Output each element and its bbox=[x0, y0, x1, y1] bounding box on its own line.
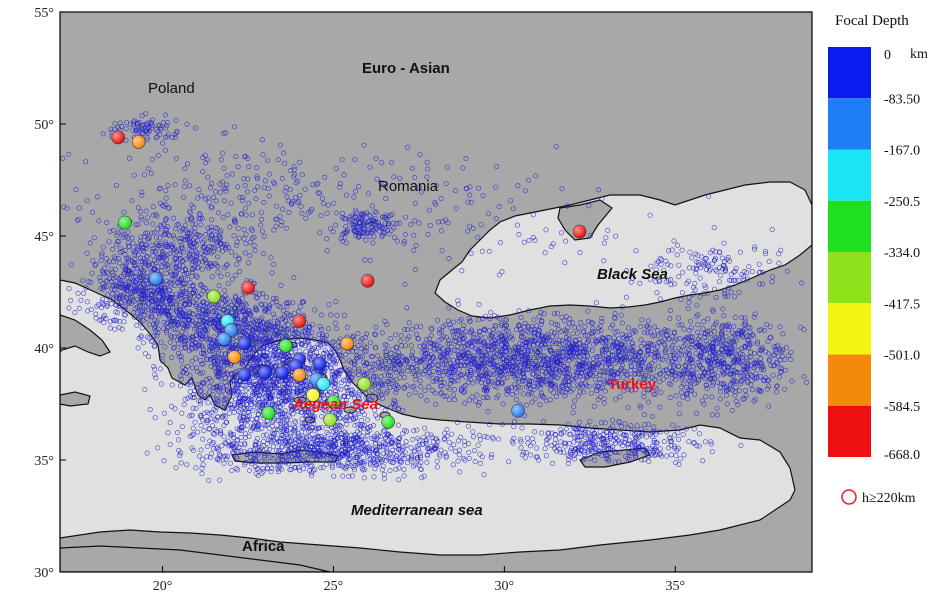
legend-tick-label: -83.50 bbox=[884, 92, 920, 107]
legend-tick-label: 0 bbox=[884, 48, 891, 63]
label-romania: Romania bbox=[378, 178, 439, 195]
deep-event-highlight bbox=[357, 377, 371, 391]
legend-color-block bbox=[828, 47, 871, 99]
deep-event-highlight bbox=[326, 395, 340, 409]
italy-land bbox=[60, 314, 111, 357]
legend-tick-label: -501.0 bbox=[884, 349, 920, 364]
deep-event-highlight bbox=[573, 225, 587, 239]
legend-unit: km bbox=[910, 47, 928, 62]
legend-color-block bbox=[828, 354, 871, 406]
deep-event-highlight bbox=[118, 216, 132, 230]
sicily-land bbox=[60, 391, 91, 407]
y-axis: 30° 35° 40° 45° 50° 55° bbox=[34, 6, 66, 581]
deep-event-highlight bbox=[258, 366, 272, 380]
background-events bbox=[60, 111, 810, 484]
crimea-land bbox=[557, 199, 613, 241]
depth-legend: Focal Depth 0 -83.50 -167.0 -250.5 -334.0 -41… bbox=[828, 13, 928, 506]
deep-event-highlight bbox=[262, 406, 276, 420]
legend-color-block bbox=[828, 303, 871, 355]
x-tick-label: 20° bbox=[153, 579, 173, 594]
deep-event-highlight bbox=[323, 413, 337, 427]
deep-event-highlight bbox=[279, 339, 293, 353]
x-axis: 20° 25° 30° 35° bbox=[153, 566, 685, 594]
plot-frame bbox=[59, 11, 813, 573]
legend-tick-label: -167.0 bbox=[884, 144, 920, 159]
deep-event-highlight bbox=[511, 404, 525, 418]
deep-event-highlight bbox=[207, 289, 221, 303]
deep-event-highlight bbox=[238, 368, 252, 382]
legend-tick-label: -584.5 bbox=[884, 400, 920, 415]
label-africa: Africa bbox=[242, 538, 285, 555]
deep-event-highlight bbox=[313, 357, 327, 371]
legend-tick-label: -250.5 bbox=[884, 195, 920, 210]
y-tick-label: 35° bbox=[34, 454, 54, 469]
mediterranean-sea bbox=[60, 279, 796, 556]
label-turkey: Turkey bbox=[608, 376, 657, 393]
label-mediterranean: Mediterranean sea bbox=[351, 502, 483, 519]
y-tick-label: 45° bbox=[34, 230, 54, 245]
deep-event-highlight bbox=[111, 130, 125, 144]
y-tick-label: 30° bbox=[34, 566, 54, 581]
legend-color-block bbox=[828, 149, 871, 201]
deep-event-highlight bbox=[227, 350, 241, 364]
label-euro-asian: Euro - Asian bbox=[362, 60, 450, 77]
legend-tick-label: -334.0 bbox=[884, 246, 920, 261]
legend-color-bar: 0 -83.50 -167.0 -250.5 -334.0 -417.5 -501.0 -58… bbox=[828, 47, 920, 463]
legend-tick-label: -668.0 bbox=[884, 448, 920, 463]
deep-event-highlight bbox=[361, 274, 375, 288]
legend-tick-label: -417.5 bbox=[884, 297, 920, 312]
map-plot-area: Euro - Asian Poland Romania Black Sea Tu… bbox=[60, 12, 812, 572]
y-tick-label: 50° bbox=[34, 118, 54, 133]
legend-marker-label: h≥220km bbox=[862, 491, 916, 506]
legend-color-block bbox=[828, 200, 871, 252]
black-sea bbox=[434, 181, 812, 319]
deep-event-highlight bbox=[306, 388, 320, 402]
africa-land bbox=[60, 545, 331, 572]
label-black-sea: Black Sea bbox=[597, 266, 668, 283]
deep-event-highlight bbox=[238, 337, 252, 351]
x-tick-label: 35° bbox=[665, 579, 685, 594]
deep-event-highlight bbox=[217, 332, 231, 346]
deep-event-highlight bbox=[149, 272, 163, 286]
deep-event-highlight bbox=[340, 337, 354, 351]
x-tick-label: 25° bbox=[324, 579, 344, 594]
label-aegean-sea: Aegean Sea bbox=[292, 396, 378, 413]
deep-events bbox=[111, 130, 587, 429]
deep-marker-icon bbox=[841, 489, 857, 505]
legend-title: Focal Depth bbox=[835, 13, 909, 29]
deep-event-highlight bbox=[292, 314, 306, 328]
deep-event-highlight bbox=[316, 377, 330, 391]
x-tick-label: 30° bbox=[495, 579, 515, 594]
y-tick-label: 55° bbox=[34, 6, 54, 21]
legend-color-block bbox=[828, 98, 871, 150]
deep-event-highlight bbox=[275, 366, 289, 380]
legend-color-block bbox=[828, 405, 871, 457]
deep-event-highlight bbox=[132, 135, 146, 149]
y-tick-label: 40° bbox=[34, 342, 54, 357]
deep-event-highlight bbox=[381, 415, 395, 429]
label-poland: Poland bbox=[148, 80, 195, 97]
deep-event-highlight bbox=[292, 368, 306, 382]
deep-event-highlight bbox=[241, 281, 255, 295]
legend-color-block bbox=[828, 252, 871, 304]
